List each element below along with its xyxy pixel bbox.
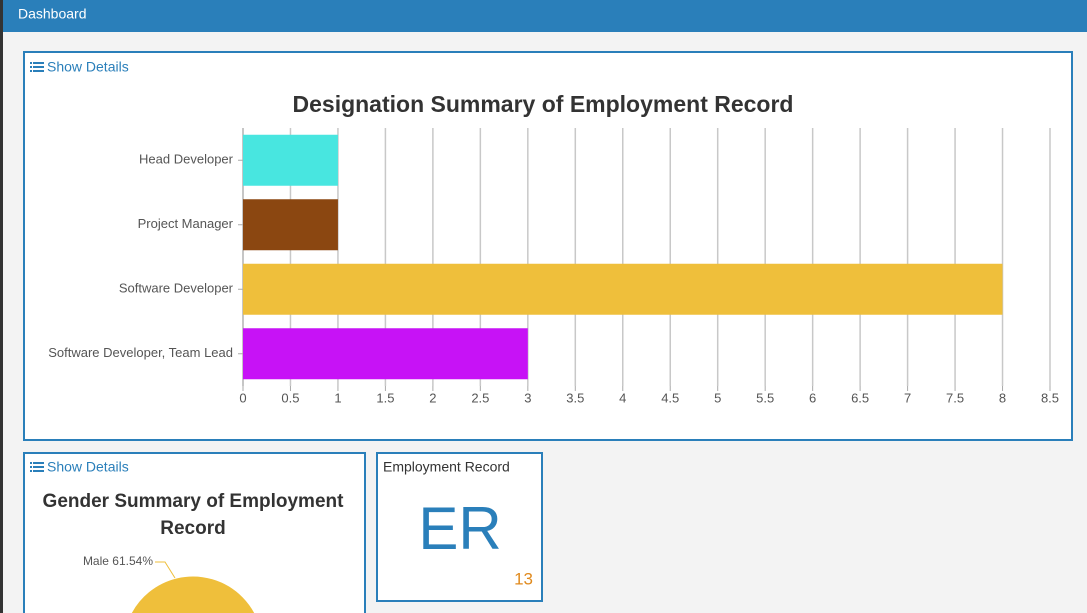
x-tick-label: 8 [999,390,1006,405]
x-tick-label: 1 [334,390,341,405]
bar [243,328,528,380]
card-abbr: ER [418,495,501,562]
panel [23,51,1073,441]
header-title: Dashboard [18,6,87,22]
bar [243,263,1003,315]
chart-title: Designation Summary of Employment Record [293,91,794,117]
x-tick-label: 2.5 [471,390,489,405]
x-tick-label: 7.5 [946,390,964,405]
label-connector [155,561,176,579]
x-tick-label: 3.5 [566,390,584,405]
pie-label: Male 61.54% [83,554,153,568]
x-tick-label: 5 [714,390,721,405]
x-tick-label: 2 [429,390,436,405]
x-tick-label: 6.5 [851,390,869,405]
header-bar [3,0,1087,32]
list-icon [30,462,44,472]
x-tick-label: 4.5 [661,390,679,405]
pie-label-value: 61.54% [112,554,153,568]
pie-label-name: Male [83,554,109,568]
bar [243,134,338,186]
x-tick-label: 0.5 [281,390,299,405]
pie-title-box: Gender Summary of Employment Record [42,491,344,539]
card [376,452,543,602]
y-tick-label: Software Developer, Team Lead [48,345,233,360]
x-tick-label: 6 [809,390,816,405]
x-tick-label: 4 [619,390,626,405]
x-tick-label: 0 [239,390,246,405]
x-tick-label: 5.5 [756,390,774,405]
list-icon [30,62,44,72]
y-tick-label: Project Manager [138,216,234,231]
chart-title: Gender Summary of Employment Record [42,491,344,539]
card-count: 13 [514,569,533,588]
y-tick-label: Software Developer [119,281,234,296]
left-edge [0,0,3,613]
x-tick-label: 7 [904,390,911,405]
show-details[interactable]: Show Details [47,59,129,75]
x-tick-label: 8.5 [1041,390,1059,405]
pie-slice [130,575,256,613]
bar [243,199,338,251]
x-tick-label: 1.5 [376,390,394,405]
x-tick-label: 3 [524,390,531,405]
y-tick-label: Head Developer [139,152,234,167]
show-details[interactable]: Show Details [47,459,129,475]
card-title: Employment Record [383,459,510,475]
